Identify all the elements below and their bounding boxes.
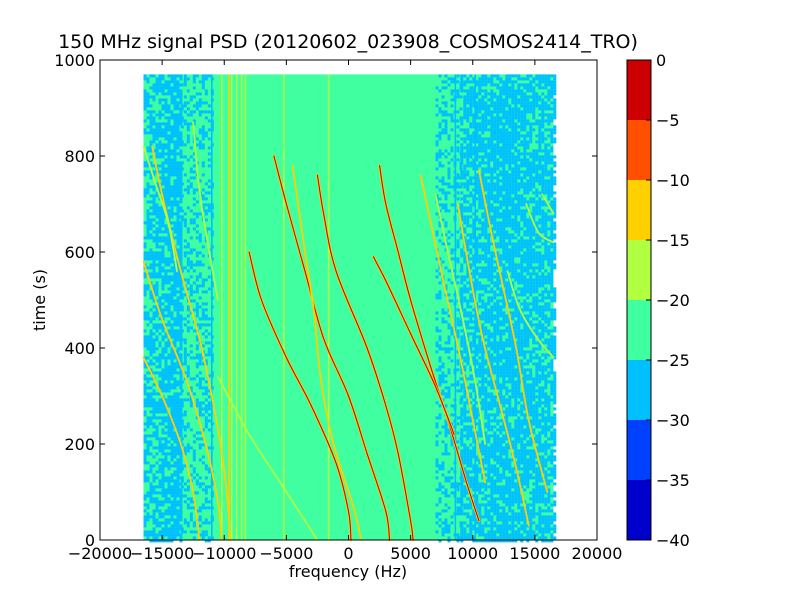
doppler-track (248, 251, 352, 541)
doppler-track (142, 145, 178, 273)
colorbar-tick-label: 0 (656, 51, 666, 70)
colorbar-segment (627, 480, 651, 540)
x-tick-label: 5000 (390, 544, 431, 563)
colorbar: −40 −35 −30 −25 −20 −15 −10 −5 0 (626, 51, 690, 550)
colorbar-tick-label: −15 (656, 231, 690, 250)
colorbar-tick-label: −30 (656, 411, 690, 430)
colorbar-segment (627, 240, 651, 300)
doppler-track (506, 270, 555, 359)
colorbar-segment (627, 60, 651, 120)
doppler-track (456, 203, 530, 527)
colorbar-tick-label: −40 (656, 531, 690, 550)
doppler-track (478, 169, 549, 493)
y-tick-label: 200 (64, 435, 95, 454)
x-tick-label: 20000 (572, 544, 623, 563)
doppler-track (419, 174, 487, 484)
vertical-carrier-lines (211, 74, 477, 540)
doppler-track (316, 174, 414, 541)
x-tick-label: −20000 (68, 544, 132, 563)
doppler-track (217, 375, 319, 541)
colorbar-segment (627, 180, 651, 240)
plot-area (99, 59, 598, 543)
doppler-track (273, 155, 391, 541)
colorbar-segment (627, 300, 651, 360)
y-axis-label: time (s) (30, 269, 49, 331)
colorbar-tick-label: −10 (656, 171, 690, 190)
doppler-track (379, 165, 480, 522)
y-tick-label: 600 (64, 243, 95, 262)
x-tick-label: 10000 (447, 544, 498, 563)
doppler-track (151, 145, 232, 541)
colorbar-segment (627, 420, 651, 480)
colorbar-tick-label: −20 (656, 291, 690, 310)
doppler-track (434, 193, 487, 445)
doppler-track (525, 203, 555, 244)
y-tick-label: 400 (64, 339, 95, 358)
y-tick-label: 800 (64, 147, 95, 166)
y-tick-label: 1000 (54, 51, 95, 70)
x-tick-label: −15000 (130, 544, 194, 563)
doppler-tracks (142, 121, 555, 542)
chart-title: 150 MHz signal PSD (20120602_023908_COSM… (58, 31, 638, 53)
doppler-track (541, 193, 555, 215)
y-tick-label: 0 (85, 531, 95, 550)
doppler-track (192, 121, 219, 301)
y-axis-ticks: 0 200 400 600 800 1000 (54, 51, 597, 550)
doppler-track (142, 356, 201, 541)
x-tick-label: 15000 (509, 544, 560, 563)
x-axis-label: frequency (Hz) (289, 562, 407, 581)
colorbar-segment (627, 360, 651, 420)
x-axis-ticks: −20000−15000−10000 −5000 0 5000 10000 15000 20… (68, 60, 623, 563)
x-tick-label: −5000 (259, 544, 313, 563)
x-tick-label: −10000 (192, 544, 256, 563)
doppler-track (142, 260, 223, 541)
colorbar-tick-label: −35 (656, 471, 690, 490)
doppler-track (372, 256, 455, 435)
x-tick-label: 0 (343, 544, 353, 563)
doppler-track (291, 164, 362, 541)
colorbar-tick-label: −5 (656, 111, 680, 130)
colorbar-tick-label: −25 (656, 351, 690, 370)
colorbar-segment (627, 120, 651, 180)
